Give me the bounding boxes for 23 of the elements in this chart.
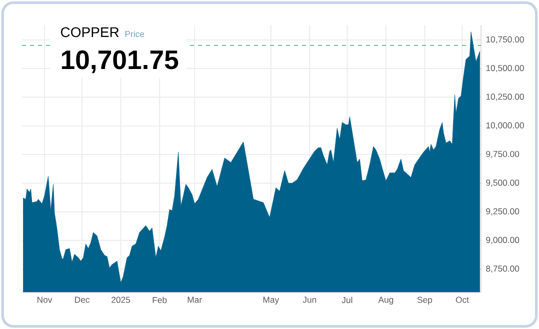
y-tick-label: 9,250.00 [486,208,520,216]
ref-line-label: 10,701.75 [62,50,178,74]
x-tick-label: Nov [38,296,52,303]
x-tick-label: 2025 [112,296,130,303]
y-tick-label: 10,000.00 [486,122,524,130]
x-tick-label: Sep [417,296,432,305]
x-tick-label: Jul [342,296,352,304]
y-tick-label: 9,500.00 [486,180,520,187]
text: Price [125,30,144,38]
y-tick-label: 9,000.00 [486,236,520,244]
y-tick-label: 10,250.00 [486,94,524,101]
y-tick-label: 8,750.00 [486,266,520,273]
y-tick-label: 10,750.00 [486,36,524,44]
x-tick-label: Feb [152,296,167,304]
y-tick-label: 10,500.00 [486,64,524,72]
chart-title: COPPER [60,27,119,38]
x-tick-label: Oct [456,296,469,303]
y-tick-label: 9,750.00 [486,150,520,158]
x-tick-label: Dec [75,296,90,303]
x-tick-label: Jun [302,296,316,303]
x-tick-label: May [263,296,280,304]
x-tick-label: Mar [188,296,202,303]
x-tick-label: Aug [378,296,394,304]
